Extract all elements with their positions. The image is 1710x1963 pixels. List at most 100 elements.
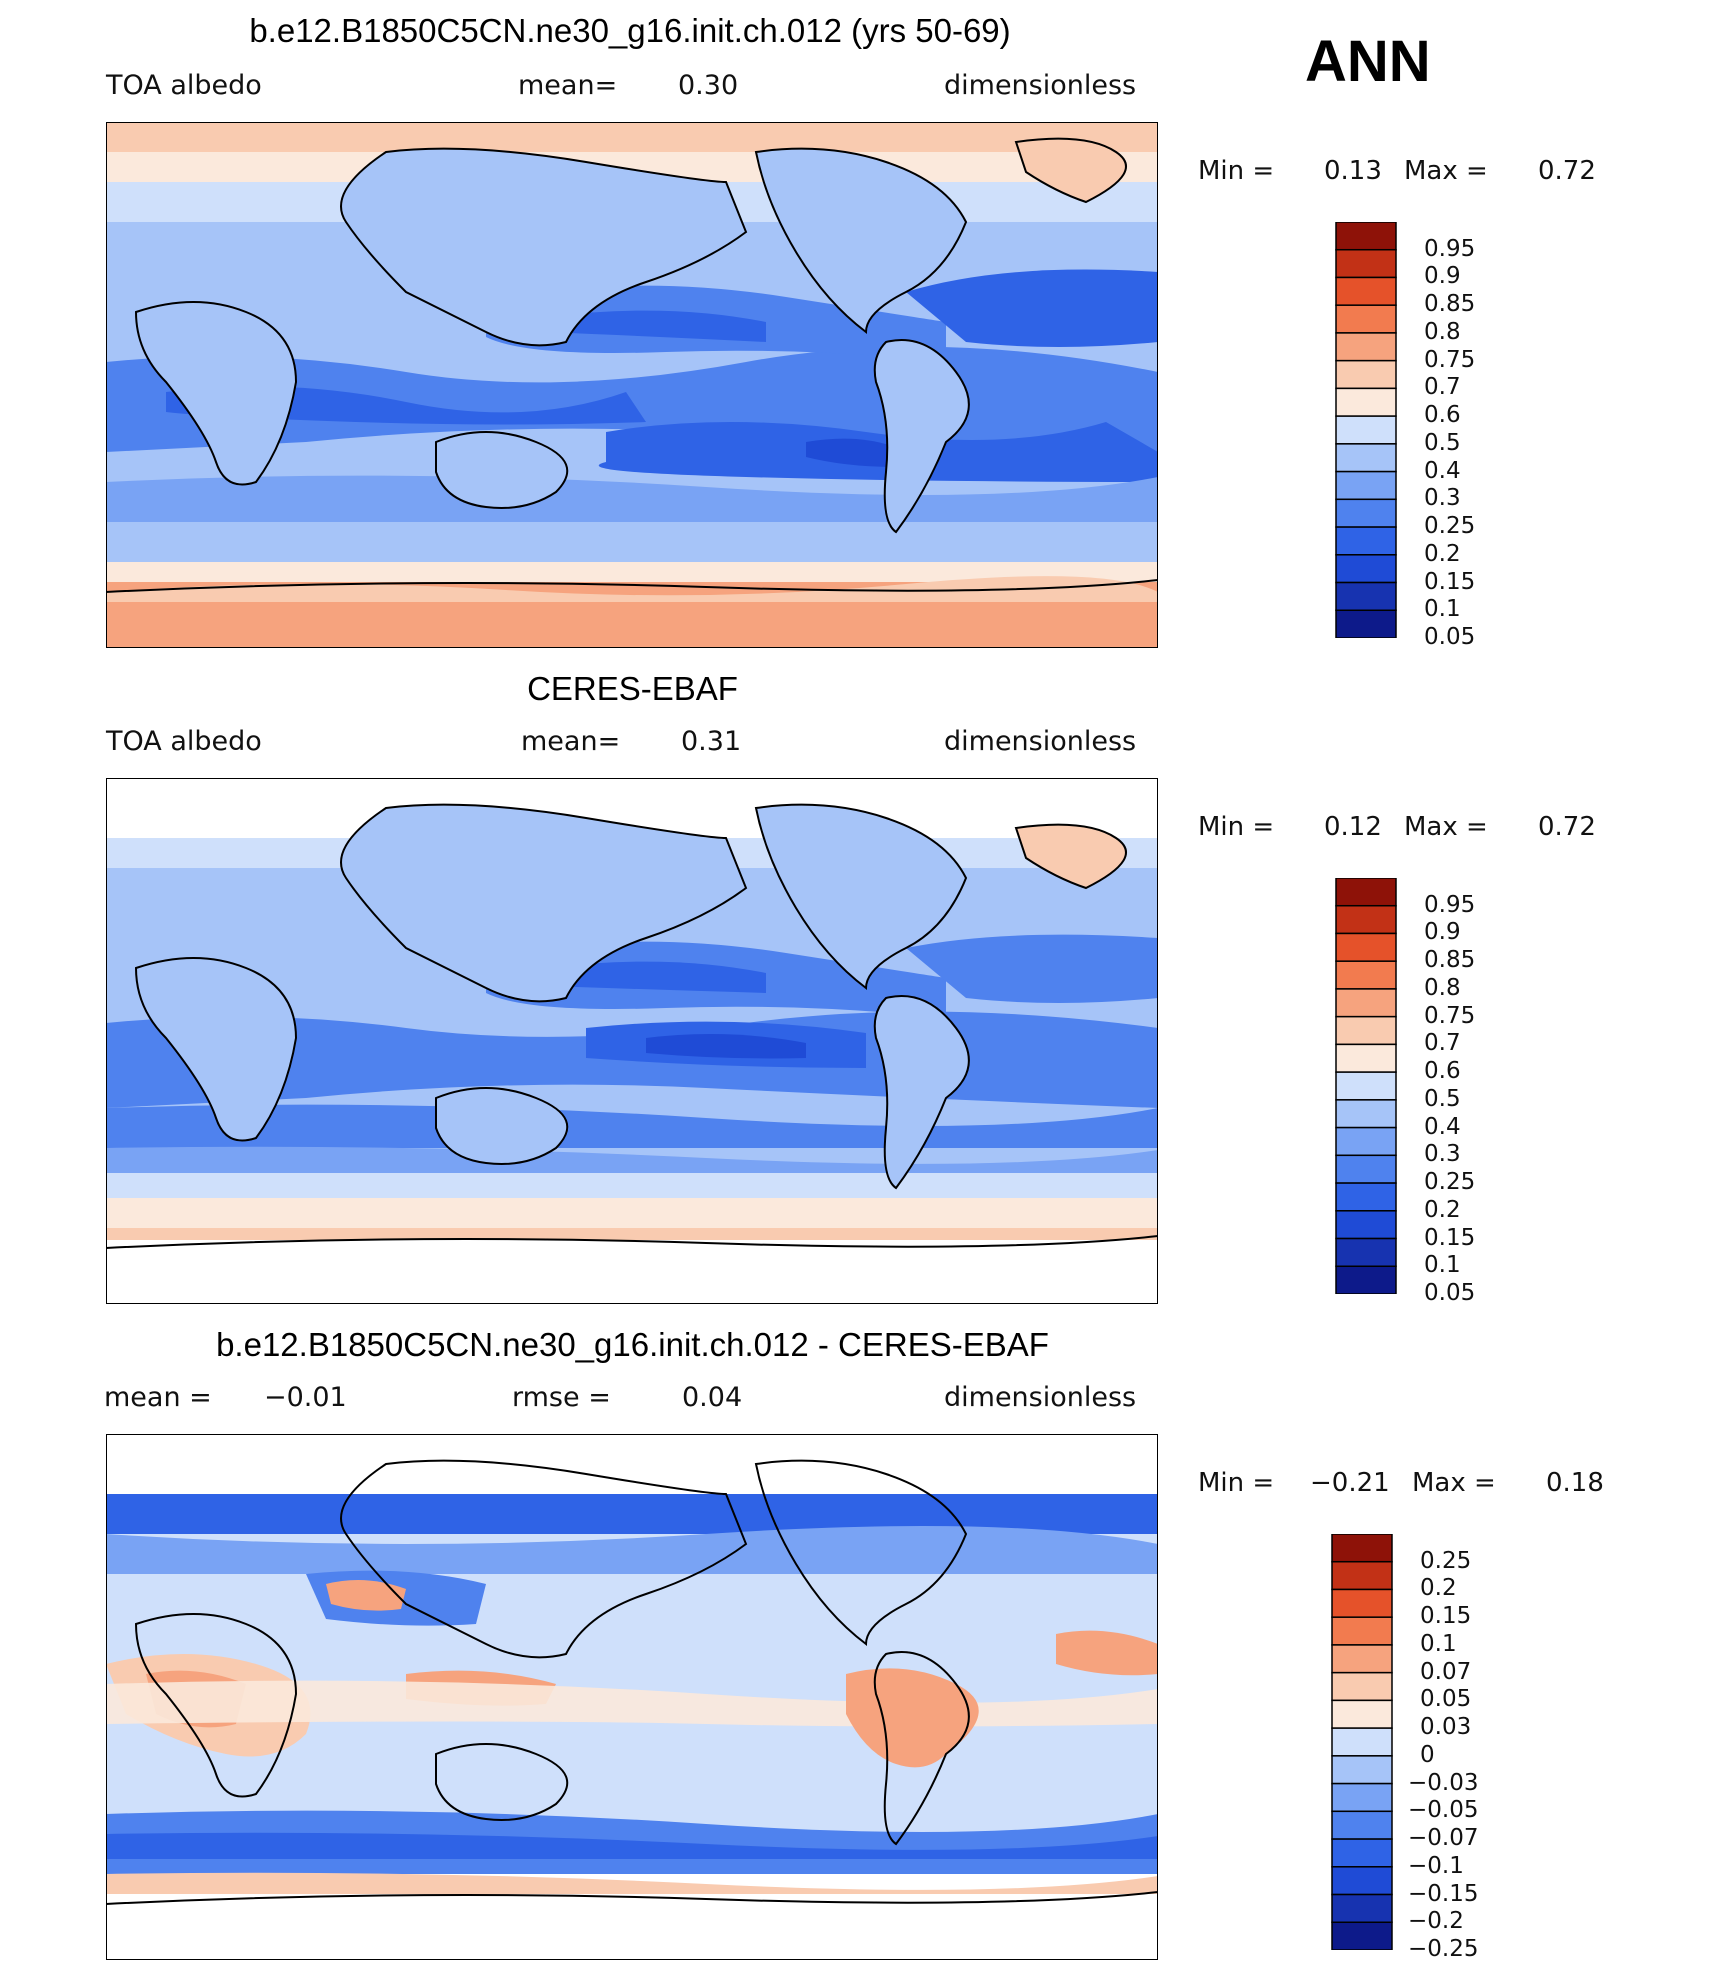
colorbar-tick-label: 0.15	[1424, 568, 1476, 595]
colorbar-swatch	[1335, 498, 1397, 528]
colorbar-tick-label: 0.7	[1424, 1030, 1461, 1057]
colorbar-swatch	[1331, 1727, 1393, 1757]
panel-3-colorbar	[1331, 1534, 1393, 1950]
colorbar-swatch	[1331, 1893, 1393, 1924]
colorbar-swatch	[1335, 988, 1397, 1018]
colorbar-swatch	[1335, 304, 1397, 334]
colorbar-tick-label: −0.25	[1408, 1936, 1479, 1962]
colorbar-tick-label: 0	[1420, 1741, 1435, 1768]
colorbar-swatch	[1335, 222, 1397, 251]
colorbar-swatch	[1335, 960, 1397, 990]
colorbar-tick-label: 0.03	[1420, 1714, 1472, 1741]
colorbar-tick-label: 0.1	[1424, 596, 1461, 623]
colorbar-tick-label: 0.6	[1424, 402, 1461, 429]
panel-1-colorbar-labels: 0.95 0.9 0.85 0.8 0.75 0.7 0.6 0.5 0.4 0.3 0.25 0.2…	[1412, 222, 1532, 650]
colorbar-tick-label: 0.85	[1424, 947, 1476, 974]
colorbar-tick-label: 0.75	[1424, 346, 1476, 373]
colorbar-swatch	[1331, 1810, 1393, 1840]
colorbar-tick-label: −0.05	[1408, 1797, 1479, 1824]
panel-3-colorbar-labels: 0.25 0.2 0.15 0.1 0.07 0.05 0.03 0 −0.03 −0.05 −0.…	[1408, 1534, 1538, 1962]
colorbar-tick-label: −0.2	[1408, 1908, 1464, 1935]
colorbar-swatch	[1335, 443, 1397, 473]
colorbar-tick-label: 0.1	[1424, 1252, 1461, 1279]
colorbar-tick-label: 0.5	[1424, 1085, 1461, 1112]
colorbar-tick-label: −0.07	[1408, 1825, 1479, 1852]
panel-2-title: CERES-EBAF	[527, 670, 738, 707]
colorbar-swatch	[1331, 1699, 1393, 1729]
colorbar-tick-label: −0.1	[1408, 1852, 1464, 1879]
colorbar-tick-label: 0.9	[1424, 263, 1461, 290]
colorbar-tick-label: 0.05	[1424, 624, 1476, 650]
panel-1-map	[106, 122, 1158, 648]
colorbar-tick-label: 0.4	[1424, 457, 1461, 484]
colorbar-tick-label: −0.03	[1408, 1769, 1479, 1796]
colorbar-tick-label: 0.75	[1424, 1002, 1476, 1029]
colorbar-tick-label: 0.05	[1420, 1686, 1472, 1713]
panel-3-rmse-label: rmse =	[512, 1382, 611, 1413]
colorbar-swatch	[1331, 1534, 1393, 1563]
colorbar-swatch	[1331, 1616, 1393, 1646]
panel-3-min-label: Min =	[1198, 1468, 1275, 1498]
colorbar-tick-label: 0.3	[1424, 1141, 1461, 1168]
panel-2-max-label: Max =	[1404, 812, 1488, 842]
panel-1-max-label: Max =	[1404, 156, 1488, 186]
colorbar-tick-label: 0.25	[1420, 1547, 1472, 1574]
colorbar-tick-label: 0.25	[1424, 1169, 1476, 1196]
colorbar-tick-label: 0.95	[1424, 891, 1476, 918]
colorbar-swatch	[1335, 1182, 1397, 1212]
colorbar-swatch	[1335, 554, 1397, 584]
colorbar-swatch	[1335, 332, 1397, 362]
panel-1-mean-value: 0.30	[678, 70, 739, 101]
panel-2-min-label: Min =	[1198, 812, 1275, 842]
panel-2-units-label: dimensionless	[944, 726, 1137, 757]
colorbar-swatch	[1335, 1237, 1397, 1268]
colorbar-swatch	[1331, 1782, 1393, 1813]
panel-3-mean-label: mean =	[104, 1382, 212, 1413]
colorbar-tick-label: 0.15	[1420, 1603, 1472, 1630]
panel-3-units-label: dimensionless	[944, 1382, 1137, 1413]
colorbar-swatch	[1331, 1560, 1393, 1591]
colorbar-tick-label: 0.2	[1420, 1575, 1457, 1602]
colorbar-tick-label: 0.8	[1424, 974, 1461, 1001]
panel-1-units-label: dimensionless	[944, 70, 1137, 101]
colorbar-swatch	[1335, 470, 1397, 501]
colorbar-swatch	[1331, 1644, 1393, 1674]
colorbar-tick-label: 0.2	[1424, 540, 1461, 567]
colorbar-tick-label: 0.07	[1420, 1658, 1472, 1685]
colorbar-swatch	[1335, 1210, 1397, 1240]
colorbar-tick-label: −0.15	[1408, 1880, 1479, 1907]
panel-2-variable-label: TOA albedo	[106, 726, 262, 757]
colorbar-tick-label: 0.15	[1424, 1224, 1476, 1251]
colorbar-swatch	[1335, 904, 1397, 935]
colorbar-tick-label: 0.6	[1424, 1058, 1461, 1085]
panel-2-colorbar	[1335, 878, 1397, 1294]
colorbar-swatch	[1335, 878, 1397, 907]
colorbar-swatch	[1335, 415, 1397, 445]
colorbar-swatch	[1335, 1126, 1397, 1157]
colorbar-swatch	[1335, 526, 1397, 556]
colorbar-tick-label: 0.9	[1424, 919, 1461, 946]
colorbar-swatch	[1335, 359, 1397, 390]
panel-3-max-value: 0.18	[1546, 1468, 1604, 1498]
panel-2-max-value: 0.72	[1538, 812, 1596, 842]
panel-2-map	[106, 778, 1158, 1304]
colorbar-swatch	[1335, 1043, 1397, 1073]
panel-1-colorbar	[1335, 222, 1397, 638]
panel-2-min-value: 0.12	[1324, 812, 1382, 842]
colorbar-tick-label: 0.7	[1424, 374, 1461, 401]
colorbar-swatch	[1335, 1099, 1397, 1129]
colorbar-tick-label: 0.3	[1424, 485, 1461, 512]
panel-1-min-label: Min =	[1198, 156, 1275, 186]
colorbar-swatch	[1335, 248, 1397, 279]
colorbar-swatch	[1335, 609, 1397, 638]
panel-1-variable-label: TOA albedo	[106, 70, 262, 101]
colorbar-swatch	[1331, 1838, 1393, 1868]
colorbar-swatch	[1335, 932, 1397, 962]
colorbar-tick-label: 0.95	[1424, 235, 1476, 262]
colorbar-swatch	[1335, 1265, 1397, 1294]
colorbar-swatch	[1335, 387, 1397, 417]
colorbar-tick-label: 0.85	[1424, 291, 1476, 318]
panel-1-mean-label: mean=	[518, 70, 618, 101]
panel-3-min-value: −0.21	[1310, 1468, 1390, 1498]
colorbar-swatch	[1331, 1588, 1393, 1618]
